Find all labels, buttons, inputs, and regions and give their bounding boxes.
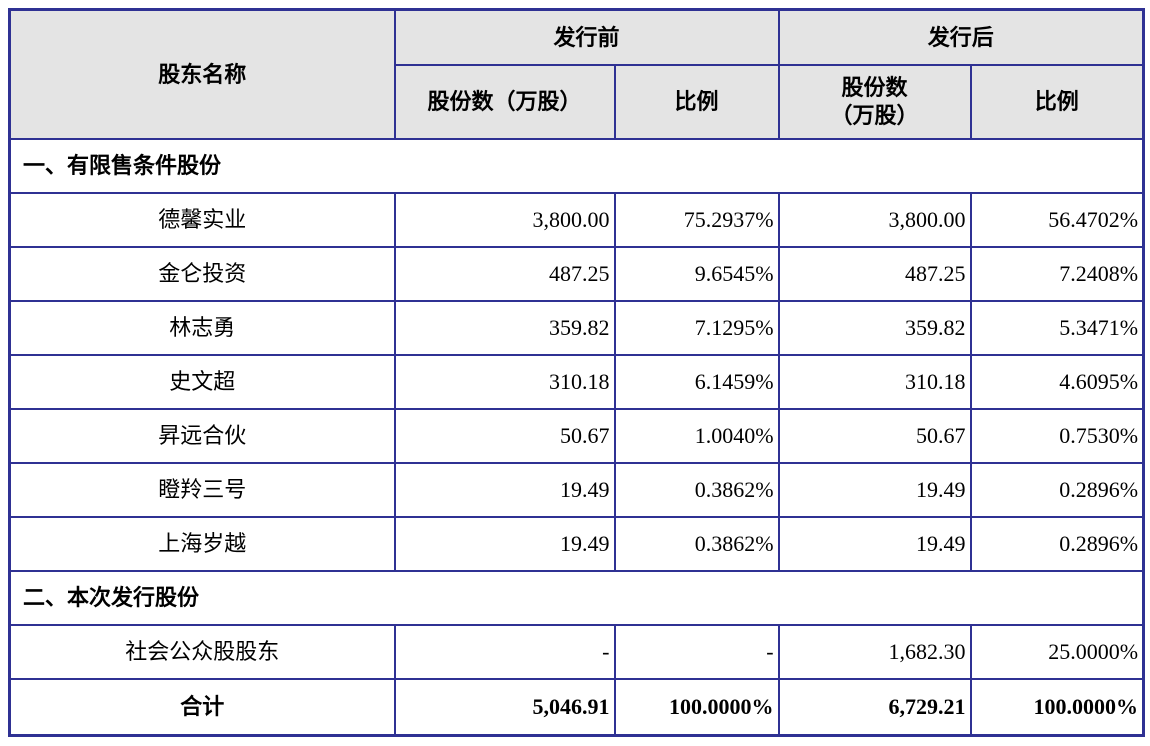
pre-ratio-value: 1.0040% [613, 407, 780, 464]
header-pre-shares: 股份数（万股） [393, 63, 616, 140]
total-post-shares-value: 6,729.21 [777, 677, 972, 737]
section-new-issue-shares: 二、本次发行股份 [8, 569, 1145, 626]
table-row: 瞪羚三号 19.49 0.3862% 19.49 0.2896% [8, 461, 1145, 518]
post-shares-value: 19.49 [777, 515, 972, 572]
post-shares-value: 3,800.00 [777, 191, 972, 248]
pre-ratio-value: 7.1295% [613, 299, 780, 356]
pre-shares-value: 310.18 [393, 353, 616, 410]
header-shareholder-name: 股东名称 [8, 8, 396, 140]
header-post-ratio: 比例 [969, 63, 1145, 140]
shareholding-structure-table: 股东名称 发行前 发行后 股份数（万股） 比例 股份数 （万股） 比例 一、有限… [8, 8, 1146, 737]
post-ratio-value: 25.0000% [969, 623, 1145, 680]
post-ratio-value: 4.6095% [969, 353, 1145, 410]
pre-shares-value: 19.49 [393, 461, 616, 518]
header-post-shares-line2: （万股） [830, 102, 919, 128]
shareholder-name: 史文超 [8, 353, 396, 410]
section-restricted-shares: 一、有限售条件股份 [8, 137, 1145, 194]
table-row: 林志勇 359.82 7.1295% 359.82 5.3471% [8, 299, 1145, 356]
table-row: 金仑投资 487.25 9.6545% 487.25 7.2408% [8, 245, 1145, 302]
post-shares-value: 50.67 [777, 407, 972, 464]
table-row-public-shareholders: 社会公众股股东 - - 1,682.30 25.0000% [8, 623, 1145, 680]
pre-ratio-value: 0.3862% [613, 461, 780, 518]
header-pre-issue: 发行前 [393, 8, 780, 66]
pre-shares-value: - [393, 623, 616, 680]
total-label: 合计 [8, 677, 396, 737]
pre-shares-value: 50.67 [393, 407, 616, 464]
table-row: 史文超 310.18 6.1459% 310.18 4.6095% [8, 353, 1145, 410]
header-post-issue: 发行后 [777, 8, 1145, 66]
shareholder-name: 社会公众股股东 [8, 623, 396, 680]
post-ratio-value: 0.2896% [969, 461, 1145, 518]
table-row-total: 合计 5,046.91 100.0000% 6,729.21 100.0000% [8, 677, 1145, 737]
section-restricted-shares-label: 一、有限售条件股份 [8, 137, 1145, 194]
pre-ratio-value: 0.3862% [613, 515, 780, 572]
post-ratio-value: 7.2408% [969, 245, 1145, 302]
shareholder-name: 昇远合伙 [8, 407, 396, 464]
pre-shares-value: 487.25 [393, 245, 616, 302]
table-row: 上海岁越 19.49 0.3862% 19.49 0.2896% [8, 515, 1145, 572]
post-shares-value: 487.25 [777, 245, 972, 302]
shareholder-name: 上海岁越 [8, 515, 396, 572]
post-shares-value: 310.18 [777, 353, 972, 410]
pre-ratio-value: 75.2937% [613, 191, 780, 248]
pre-shares-value: 3,800.00 [393, 191, 616, 248]
total-post-ratio-value: 100.0000% [969, 677, 1145, 737]
table-row: 德馨实业 3,800.00 75.2937% 3,800.00 56.4702% [8, 191, 1145, 248]
total-pre-ratio-value: 100.0000% [613, 677, 780, 737]
post-shares-value: 1,682.30 [777, 623, 972, 680]
table-row: 昇远合伙 50.67 1.0040% 50.67 0.7530% [8, 407, 1145, 464]
post-ratio-value: 5.3471% [969, 299, 1145, 356]
post-ratio-value: 0.7530% [969, 407, 1145, 464]
post-ratio-value: 56.4702% [969, 191, 1145, 248]
pre-ratio-value: 9.6545% [613, 245, 780, 302]
pre-ratio-value: - [613, 623, 780, 680]
header-post-shares: 股份数 （万股） [777, 63, 972, 140]
header-post-shares-line1: 股份数 [841, 75, 908, 100]
pre-ratio-value: 6.1459% [613, 353, 780, 410]
post-shares-value: 359.82 [777, 299, 972, 356]
pre-shares-value: 359.82 [393, 299, 616, 356]
header-pre-ratio: 比例 [613, 63, 780, 140]
shareholder-name: 金仑投资 [8, 245, 396, 302]
shareholding-table-container: 股东名称 发行前 发行后 股份数（万股） 比例 股份数 （万股） 比例 一、有限… [8, 8, 1146, 737]
table-header: 股东名称 发行前 发行后 股份数（万股） 比例 股份数 （万股） 比例 [8, 8, 1145, 140]
section-new-issue-shares-label: 二、本次发行股份 [8, 569, 1145, 626]
post-ratio-value: 0.2896% [969, 515, 1145, 572]
shareholder-name: 德馨实业 [8, 191, 396, 248]
shareholder-name: 瞪羚三号 [8, 461, 396, 518]
post-shares-value: 19.49 [777, 461, 972, 518]
pre-shares-value: 19.49 [393, 515, 616, 572]
total-pre-shares-value: 5,046.91 [393, 677, 616, 737]
shareholder-name: 林志勇 [8, 299, 396, 356]
